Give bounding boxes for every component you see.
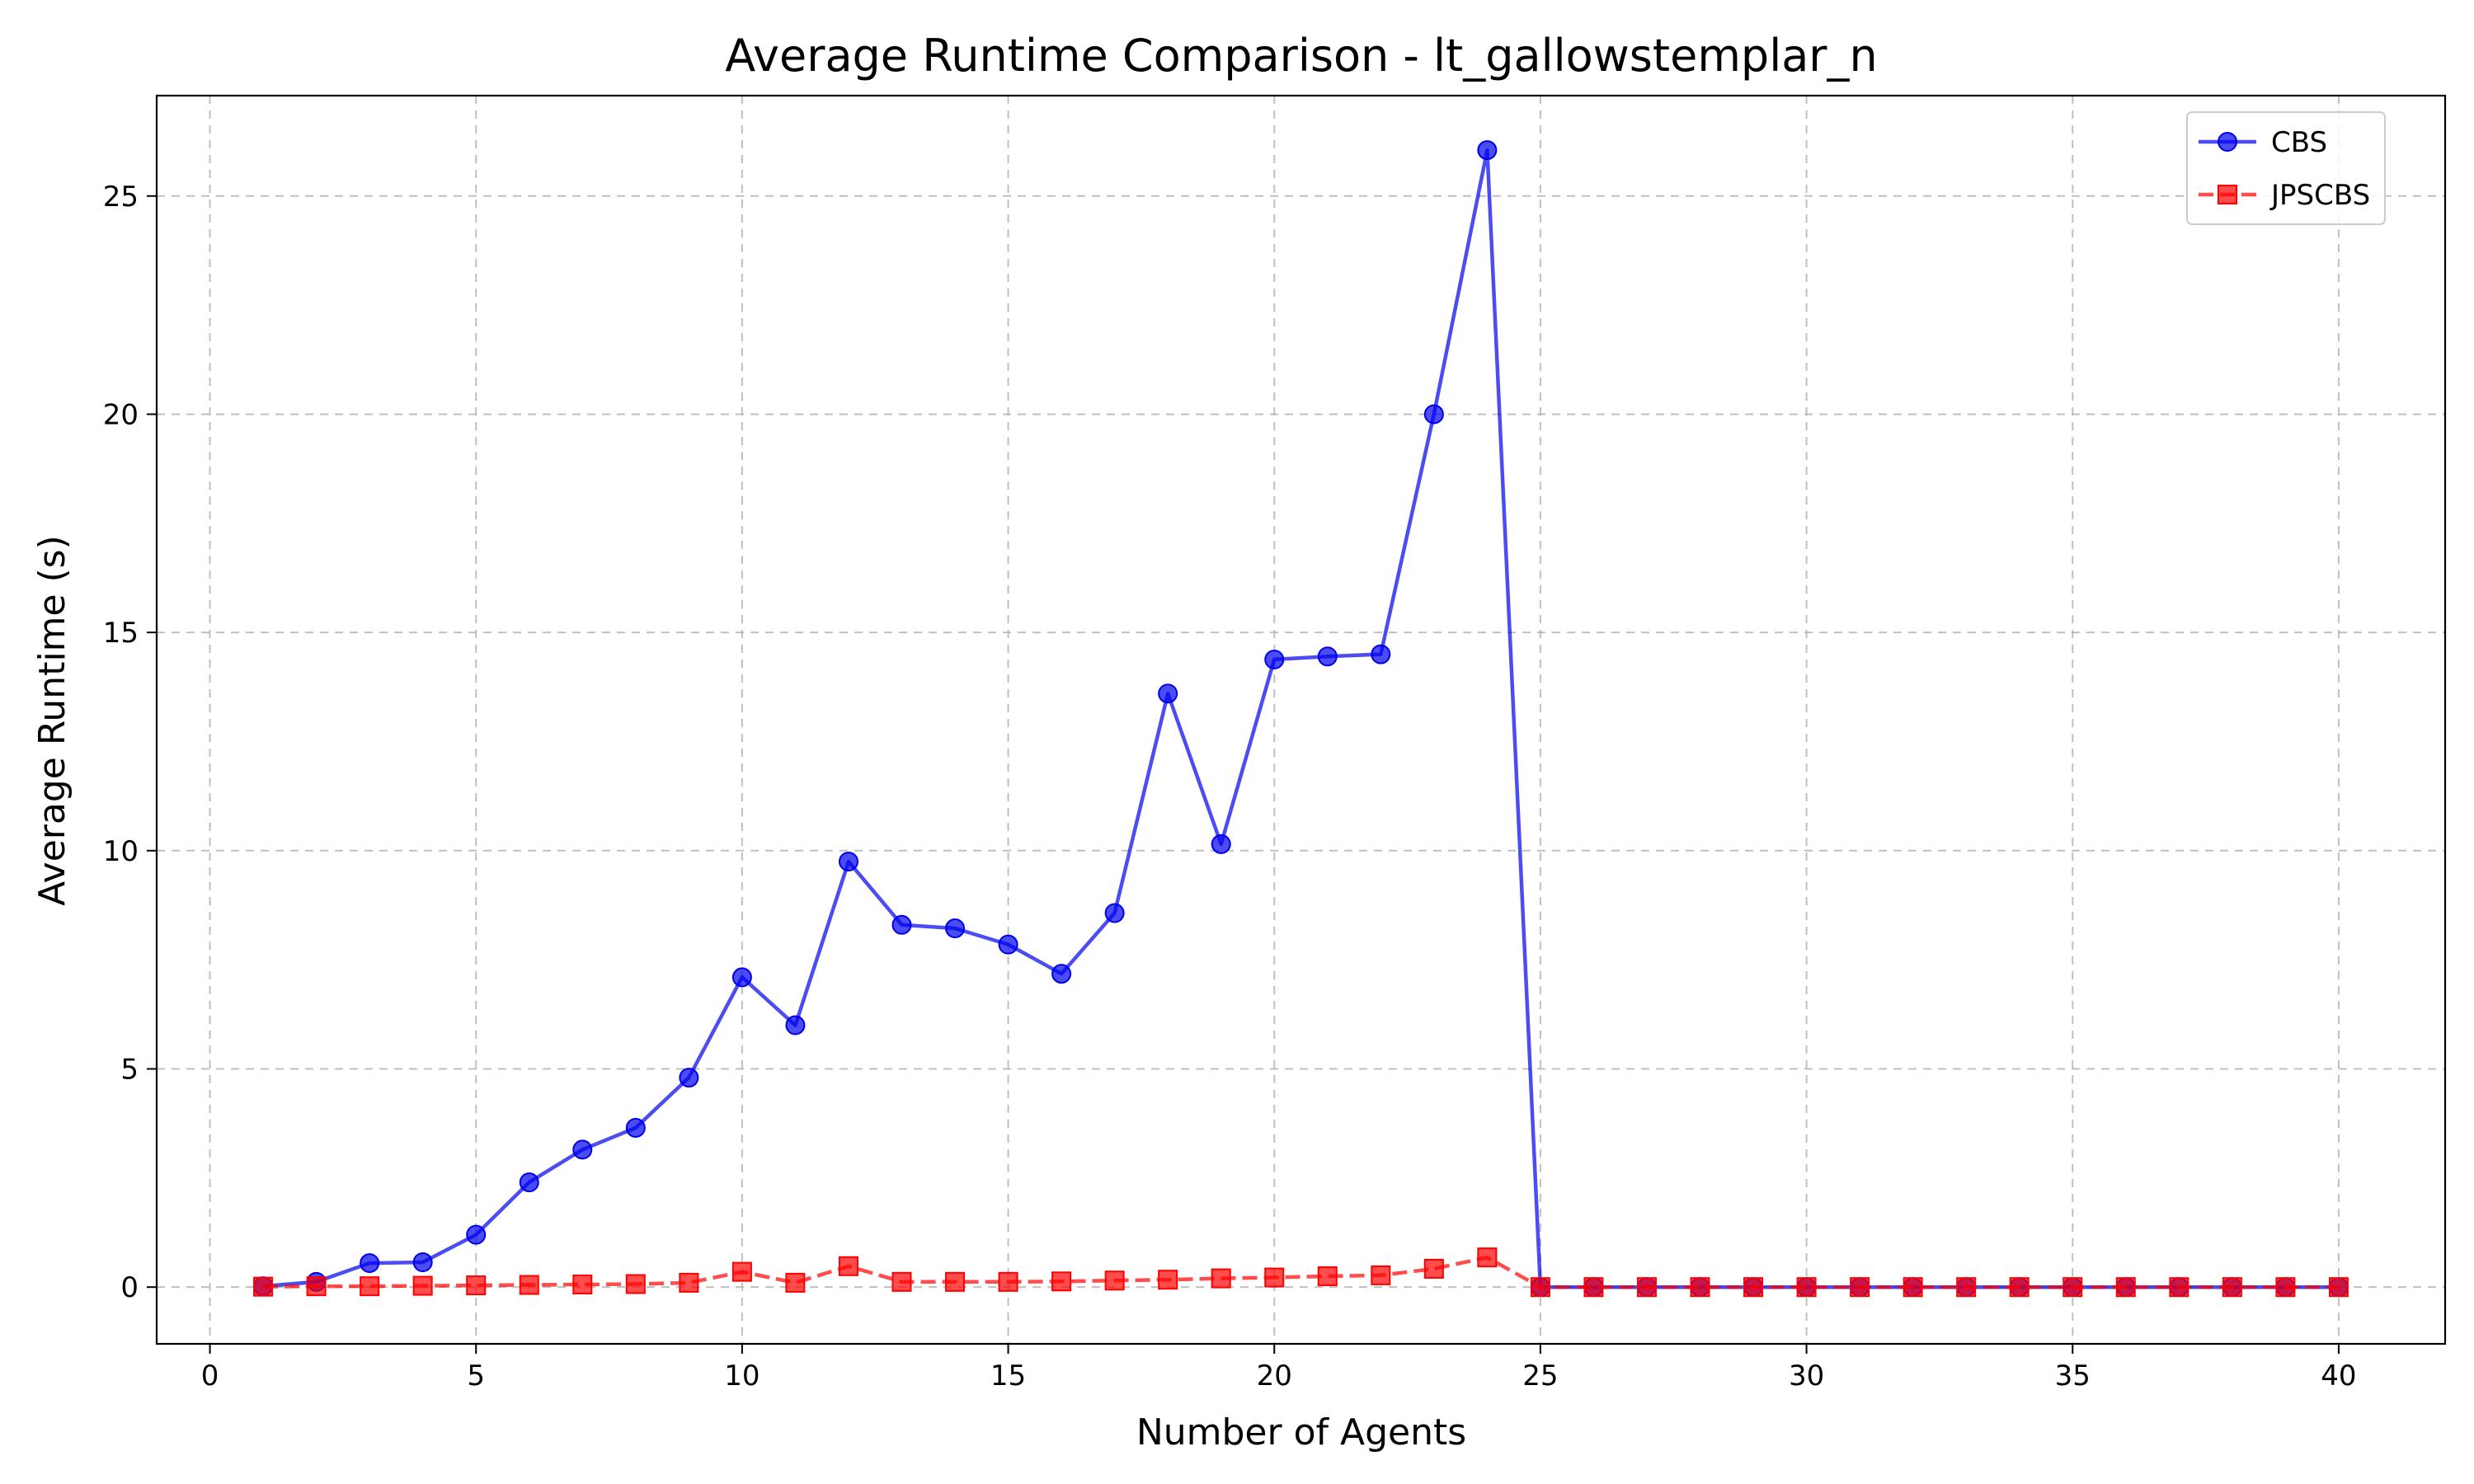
data-point-cbs [1158, 683, 1178, 704]
legend-entry-cbs: CBS [2199, 126, 2327, 159]
data-point-jpscbs [1264, 1267, 1285, 1288]
y-axis-ticks: 0 5 10 15 20 25 [103, 181, 157, 1304]
data-point-jpscbs [785, 1272, 806, 1293]
data-point-jpscbs [306, 1276, 327, 1297]
data-point-cbs [785, 1015, 806, 1036]
data-point-cbs [679, 1068, 699, 1088]
data-point-jpscbs [1743, 1277, 1764, 1298]
y-tick-label: 15 [103, 617, 139, 650]
y-tick-label: 0 [120, 1271, 139, 1304]
data-point-cbs [838, 852, 858, 872]
data-point-jpscbs [2328, 1277, 2349, 1298]
data-point-jpscbs [1104, 1270, 1125, 1291]
legend-label-cbs: CBS [2271, 126, 2327, 159]
data-point-cbs [572, 1139, 593, 1160]
data-point-jpscbs [2275, 1277, 2296, 1298]
x-tick-label: 20 [1257, 1360, 1292, 1392]
data-point-jpscbs [519, 1275, 539, 1295]
data-point-jpscbs [1583, 1277, 1604, 1298]
data-point-jpscbs [2062, 1277, 2083, 1298]
data-point-jpscbs [1317, 1266, 1338, 1286]
data-point-jpscbs [998, 1271, 1018, 1292]
plot-frame [155, 94, 2447, 1345]
data-point-cbs [1104, 903, 1125, 923]
data-point-jpscbs [360, 1276, 380, 1297]
legend-marker-jpscbs [2218, 185, 2237, 204]
x-tick-label: 25 [1522, 1360, 1558, 1392]
x-axis-ticks: 0 5 10 15 20 25 30 35 40 [201, 1344, 2357, 1392]
data-point-jpscbs [891, 1271, 912, 1292]
data-point-jpscbs [1903, 1277, 1923, 1298]
data-point-jpscbs [2009, 1277, 2030, 1298]
data-point-jpscbs [1636, 1277, 1657, 1298]
series-layer [253, 140, 2349, 1298]
series-jpscbs [253, 1247, 2349, 1298]
data-point-jpscbs [731, 1261, 752, 1282]
data-point-jpscbs [412, 1275, 433, 1296]
data-point-jpscbs [1956, 1277, 1977, 1298]
x-tick-label: 40 [2321, 1360, 2356, 1392]
data-point-cbs [1051, 964, 1072, 984]
x-axis-label: Number of Agents [1136, 1411, 1466, 1453]
data-point-cbs [945, 918, 966, 939]
x-tick-label: 35 [2055, 1360, 2091, 1392]
data-point-jpscbs [625, 1274, 646, 1294]
data-point-jpscbs [1423, 1258, 1444, 1279]
data-point-cbs [360, 1253, 380, 1274]
data-point-jpscbs [253, 1276, 274, 1297]
data-point-jpscbs [679, 1272, 699, 1293]
data-point-jpscbs [1211, 1268, 1231, 1289]
data-point-jpscbs [1796, 1277, 1817, 1298]
data-point-cbs [1264, 649, 1285, 669]
x-tick-label: 5 [467, 1360, 485, 1392]
x-tick-label: 15 [990, 1360, 1026, 1392]
data-point-jpscbs [1690, 1277, 1710, 1298]
y-tick-label: 25 [103, 181, 139, 214]
data-point-jpscbs [572, 1275, 593, 1295]
data-point-jpscbs [2115, 1277, 2136, 1298]
data-point-cbs [466, 1224, 487, 1245]
series-line-jpscbs [263, 1255, 2339, 1289]
x-tick-label: 0 [201, 1360, 219, 1392]
data-point-cbs [998, 934, 1018, 955]
data-point-cbs [1477, 140, 1498, 161]
data-point-jpscbs [2169, 1277, 2189, 1298]
y-tick-label: 5 [120, 1053, 139, 1086]
legend-entry-jpscbs: JPSCBS [2199, 179, 2370, 212]
data-point-cbs [1211, 834, 1231, 854]
data-point-cbs [1423, 404, 1444, 425]
legend-marker-cbs [2218, 132, 2237, 152]
y-axis-label: Average Runtime (s) [31, 535, 73, 906]
data-point-cbs [891, 914, 912, 935]
data-point-jpscbs [1158, 1270, 1178, 1290]
chart-title: Average Runtime Comparison - lt_gallowst… [725, 30, 1877, 82]
y-tick-label: 10 [103, 835, 139, 868]
data-point-cbs [625, 1117, 646, 1138]
data-point-jpscbs [466, 1275, 487, 1296]
x-tick-label: 30 [1789, 1360, 1824, 1392]
data-point-jpscbs [1850, 1277, 1870, 1298]
legend-label-jpscbs: JPSCBS [2269, 179, 2370, 212]
data-point-jpscbs [1477, 1247, 1498, 1268]
data-point-jpscbs [1371, 1265, 1391, 1285]
data-point-jpscbs [1530, 1277, 1550, 1298]
legend: CBS JPSCBS [2186, 111, 2386, 225]
data-point-cbs [519, 1172, 539, 1193]
x-tick-label: 10 [724, 1360, 760, 1392]
y-tick-label: 20 [103, 398, 139, 431]
data-point-jpscbs [838, 1256, 858, 1276]
data-point-cbs [731, 967, 752, 988]
data-point-jpscbs [2222, 1277, 2242, 1298]
data-point-jpscbs [945, 1271, 966, 1292]
data-point-jpscbs [1051, 1271, 1072, 1292]
data-point-cbs [1317, 646, 1338, 667]
data-point-cbs [412, 1252, 433, 1273]
data-point-cbs [1371, 644, 1391, 665]
